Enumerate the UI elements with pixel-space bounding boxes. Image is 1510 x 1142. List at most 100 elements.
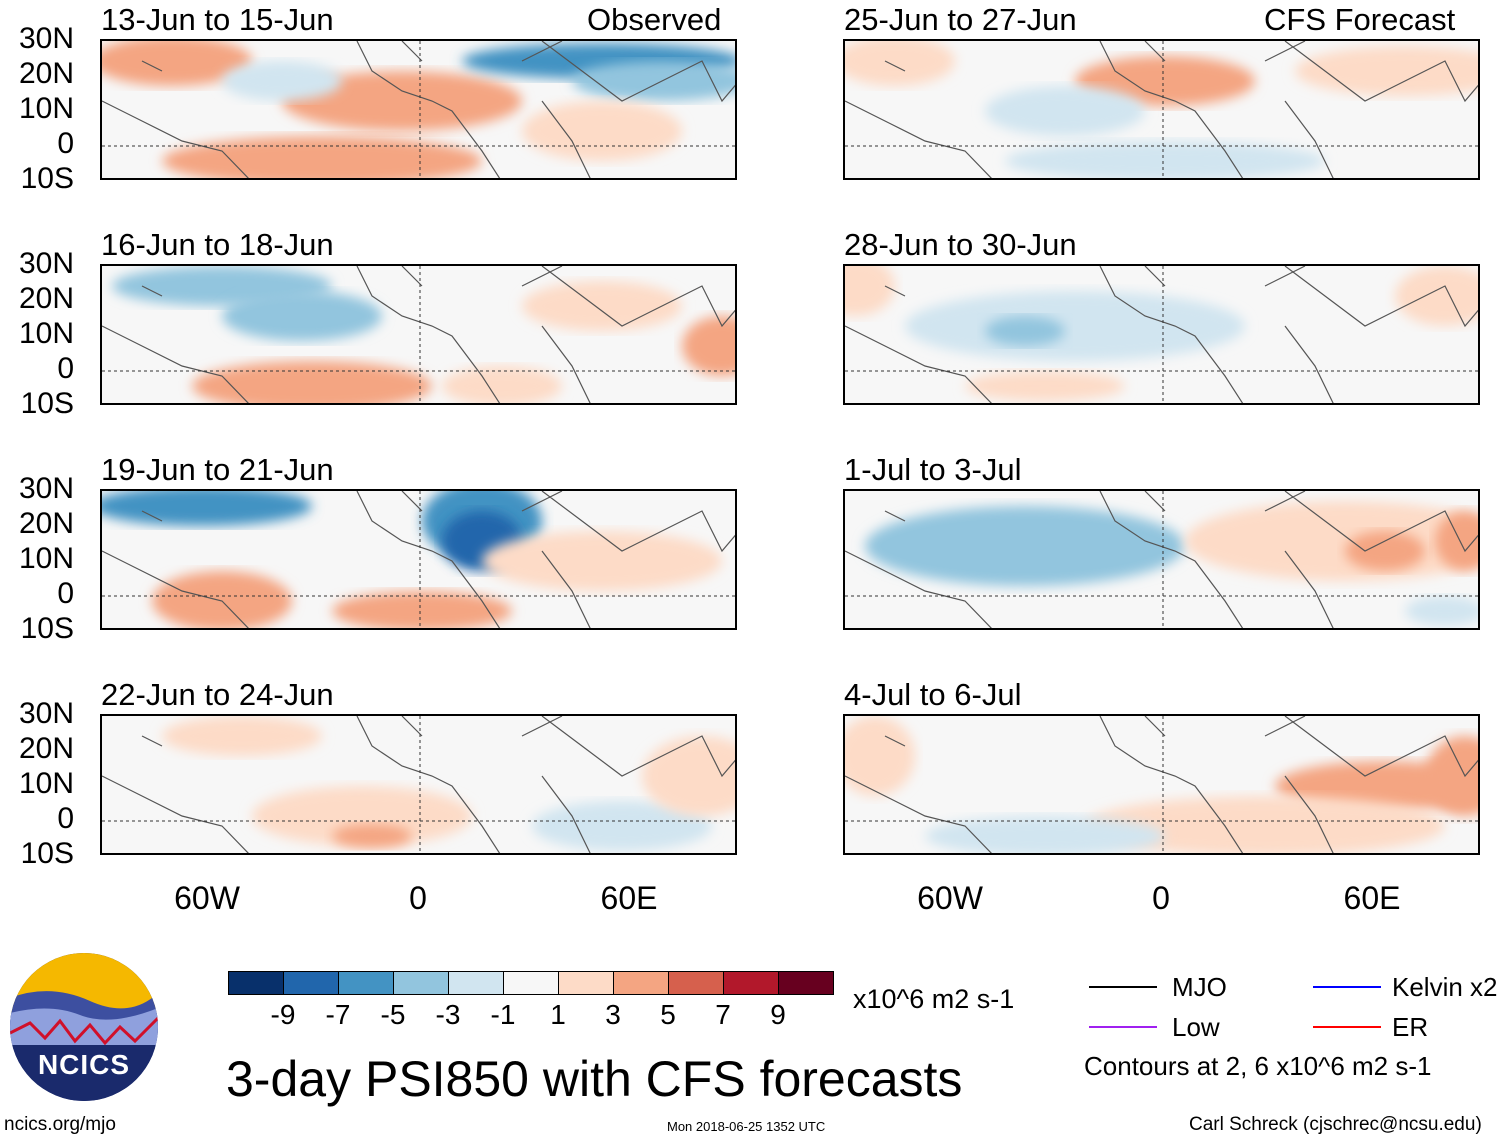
forecast-header: CFS Forecast [1264, 2, 1456, 37]
footer-timestamp: Mon 2018-06-25 1352 UTC [667, 1119, 826, 1134]
footer-url[interactable]: ncics.org/mjo [4, 1114, 116, 1135]
ncics-logo: NCICS [10, 953, 158, 1101]
map-panel [100, 264, 737, 405]
colorbar-label: -3 [435, 999, 461, 1030]
panel-title: 22-Jun to 24-Jun [101, 677, 334, 712]
anomaly-shading [252, 786, 472, 846]
lat-label: 0 [57, 352, 74, 385]
coastlines [102, 266, 735, 403]
lat-label: 30N [18, 22, 74, 55]
lat-label: 0 [57, 127, 74, 160]
lat-label: 10S [20, 837, 74, 870]
legend-line-low [1089, 1026, 1157, 1028]
anomaly-shading [572, 61, 735, 101]
anomaly-shading [845, 266, 895, 316]
panel-title: 1-Jul to 3-Jul [844, 452, 1022, 487]
lon-label: 60W [917, 880, 983, 916]
colorbar-swatch [559, 972, 614, 994]
colorbar-swatch [724, 972, 779, 994]
anomaly-shading [282, 71, 522, 131]
map-panel [843, 39, 1480, 180]
colorbar-swatch [339, 972, 394, 994]
anomaly-shading [1295, 46, 1478, 96]
colorbar-label: 9 [770, 999, 786, 1030]
anomaly-shading [522, 281, 682, 331]
panel-title: 13-Jun to 15-Jun [101, 2, 334, 37]
anomaly-shading [1085, 796, 1445, 853]
anomaly-shading [532, 801, 712, 851]
legend-label-kelvin: Kelvin x2 [1392, 972, 1498, 1002]
anomaly-shading [332, 824, 412, 848]
colorbar-label: -7 [325, 999, 351, 1030]
colorbar-swatch [449, 972, 504, 994]
colorbar-swatch [614, 972, 669, 994]
panel-title: 16-Jun to 18-Jun [101, 227, 334, 262]
anomaly-shading [1405, 596, 1478, 626]
lat-label: 20N [18, 282, 74, 315]
anomaly-shading [845, 41, 955, 86]
anomaly-shading [152, 571, 292, 628]
coastlines [845, 266, 1478, 403]
anomaly-shading [905, 291, 1245, 361]
coastlines [102, 716, 735, 853]
lat-label: 20N [18, 732, 74, 765]
map-panel [100, 714, 737, 855]
lat-label: 10N [18, 317, 74, 350]
colorbar-swatch [229, 972, 284, 994]
map-panel [843, 264, 1480, 405]
lat-label: 10N [18, 542, 74, 575]
map-panel [843, 714, 1480, 855]
lon-label: 60E [1343, 880, 1401, 916]
anomaly-shading [162, 716, 322, 756]
panel-title: 4-Jul to 6-Jul [844, 677, 1022, 712]
contours-note: Contours at 2, 6 x10^6 m2 s-1 [1084, 1051, 1432, 1081]
anomaly-shading [985, 86, 1145, 136]
coastlines [102, 491, 735, 628]
anomaly-shading [1435, 511, 1478, 571]
logo-text: NCICS [37, 1049, 131, 1080]
observed-header: Observed [587, 2, 722, 37]
anomaly-shading [162, 136, 482, 178]
colorbar-swatch [394, 972, 449, 994]
anomaly-shading [222, 291, 382, 341]
anomaly-shading [522, 101, 682, 161]
anomaly-shading [102, 41, 252, 86]
anomaly-shading [222, 61, 342, 101]
anomaly-shading [682, 316, 735, 376]
map-panel [100, 489, 737, 630]
colorbar-swatch [504, 972, 559, 994]
anomaly-shading [1345, 531, 1425, 571]
lat-label: 10S [20, 162, 74, 195]
anomaly-shading [442, 366, 562, 403]
lat-label: 10N [18, 767, 74, 800]
map-panel [843, 489, 1480, 630]
colorbar-swatch [669, 972, 724, 994]
lon-label: 0 [1152, 880, 1170, 916]
lat-label: 0 [57, 802, 74, 835]
lon-label: 0 [409, 880, 427, 916]
anomaly-shading [1425, 736, 1478, 816]
colorbar-label: 5 [660, 999, 676, 1030]
lat-label: 10S [20, 612, 74, 645]
lat-label: 30N [18, 697, 74, 730]
colorbar-label: -9 [270, 999, 296, 1030]
coastlines [845, 491, 1478, 628]
anomaly-shading [102, 491, 312, 526]
anomaly-shading [845, 716, 915, 796]
coastlines [845, 716, 1478, 853]
anomaly-shading [925, 816, 1165, 853]
lat-label: 0 [57, 577, 74, 610]
anomaly-shading [192, 361, 432, 403]
colorbar-label: 7 [715, 999, 731, 1030]
colorbar-swatch [779, 972, 833, 994]
coastlines [845, 41, 1478, 178]
coastlines [102, 41, 735, 178]
colorbar-label: 3 [605, 999, 621, 1030]
legend-label-er: ER [1392, 1012, 1429, 1042]
colorbar-swatch [284, 972, 339, 994]
colorbar-units: x10^6 m2 s-1 [853, 984, 1015, 1014]
panel-title: 25-Jun to 27-Jun [844, 2, 1077, 37]
legend-line-er [1313, 1026, 1381, 1028]
anomaly-shading [332, 591, 512, 628]
legend-line-kelvin [1313, 986, 1381, 988]
